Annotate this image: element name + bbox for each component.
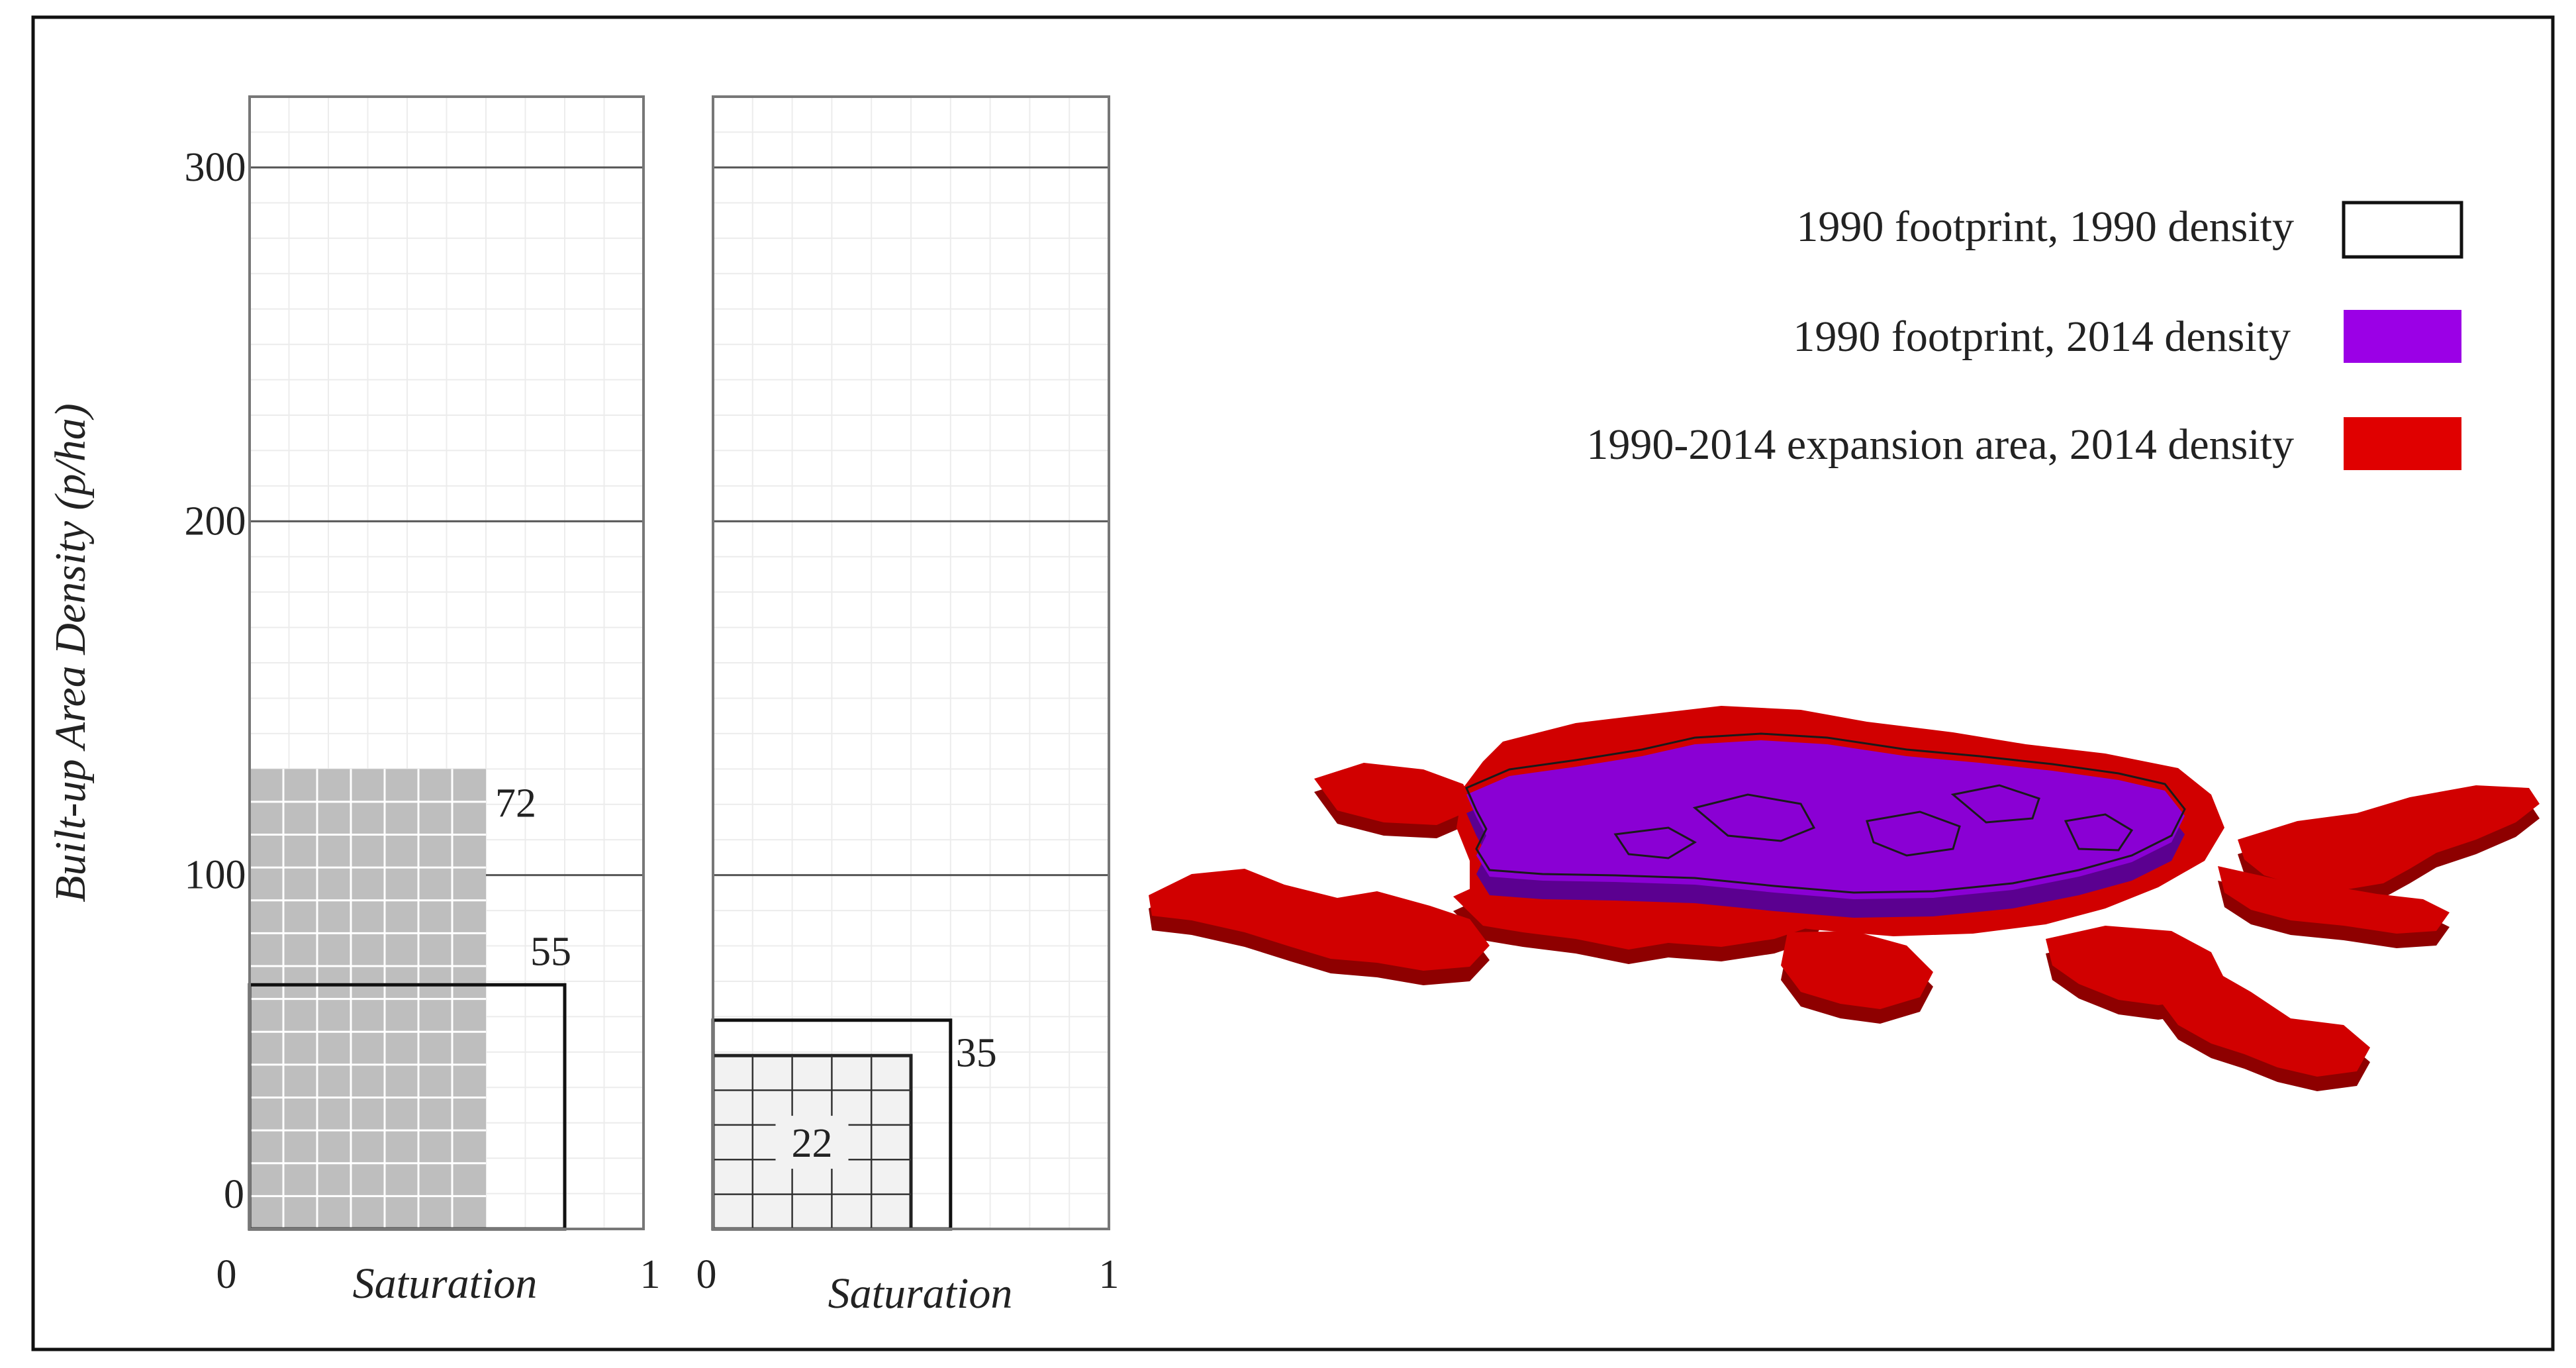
ytick-label-200: 200	[185, 499, 246, 544]
panel-left: 72 55 0 100 200 300 0 1 Saturation	[185, 95, 661, 1308]
legend-swatch-red	[2344, 417, 2461, 470]
density-map-3d	[1149, 706, 2540, 1091]
value-label-72: 72	[495, 781, 536, 826]
xtick-1-right: 1	[1099, 1252, 1120, 1297]
panel-right-frame	[712, 95, 1110, 1230]
legend-swatch-purple	[2344, 310, 2461, 363]
footprint-2014-density-top	[1466, 740, 2185, 899]
xtick-0-right: 0	[696, 1252, 717, 1297]
value-label-22: 22	[792, 1121, 833, 1166]
footprint-1990-density-outline	[1465, 732, 2186, 894]
x-axis-title-left: Saturation	[353, 1259, 538, 1308]
value-label-backing	[775, 1116, 849, 1169]
xtick-1-left: 1	[640, 1252, 661, 1297]
legend-swatch-outline	[2342, 201, 2463, 259]
legend-label-expansion-2014-density: 1990-2014 expansion area, 2014 density	[1586, 420, 2294, 469]
box-72	[250, 769, 486, 1229]
panel-left-frame	[248, 95, 645, 1230]
x-axis-title-right: Saturation	[828, 1269, 1013, 1318]
ytick-label-300: 300	[185, 145, 246, 190]
major-grid-right	[713, 166, 1109, 877]
legend: 1990 footprint, 1990 density 1990 footpr…	[1586, 201, 2463, 470]
panel-right: 22 35 0 1 Saturation	[696, 95, 1120, 1318]
legend-label-1990-footprint-2014-density: 1990 footprint, 2014 density	[1793, 313, 2291, 361]
legend-label-1990-footprint-1990-density: 1990 footprint, 1990 density	[1796, 203, 2294, 251]
y-ticks-left: 0 100 200 300	[185, 145, 246, 1217]
value-label-35: 35	[956, 1031, 997, 1076]
value-label-55: 55	[530, 929, 571, 974]
xtick-0-left: 0	[216, 1252, 237, 1297]
ytick-label-0: 0	[224, 1172, 244, 1217]
y-axis-title: Built-up Area Density (p/ha)	[46, 403, 95, 902]
figure-frame	[31, 15, 2555, 1351]
ytick-label-100: 100	[185, 853, 246, 898]
boxes-left: 72 55	[248, 769, 571, 1231]
